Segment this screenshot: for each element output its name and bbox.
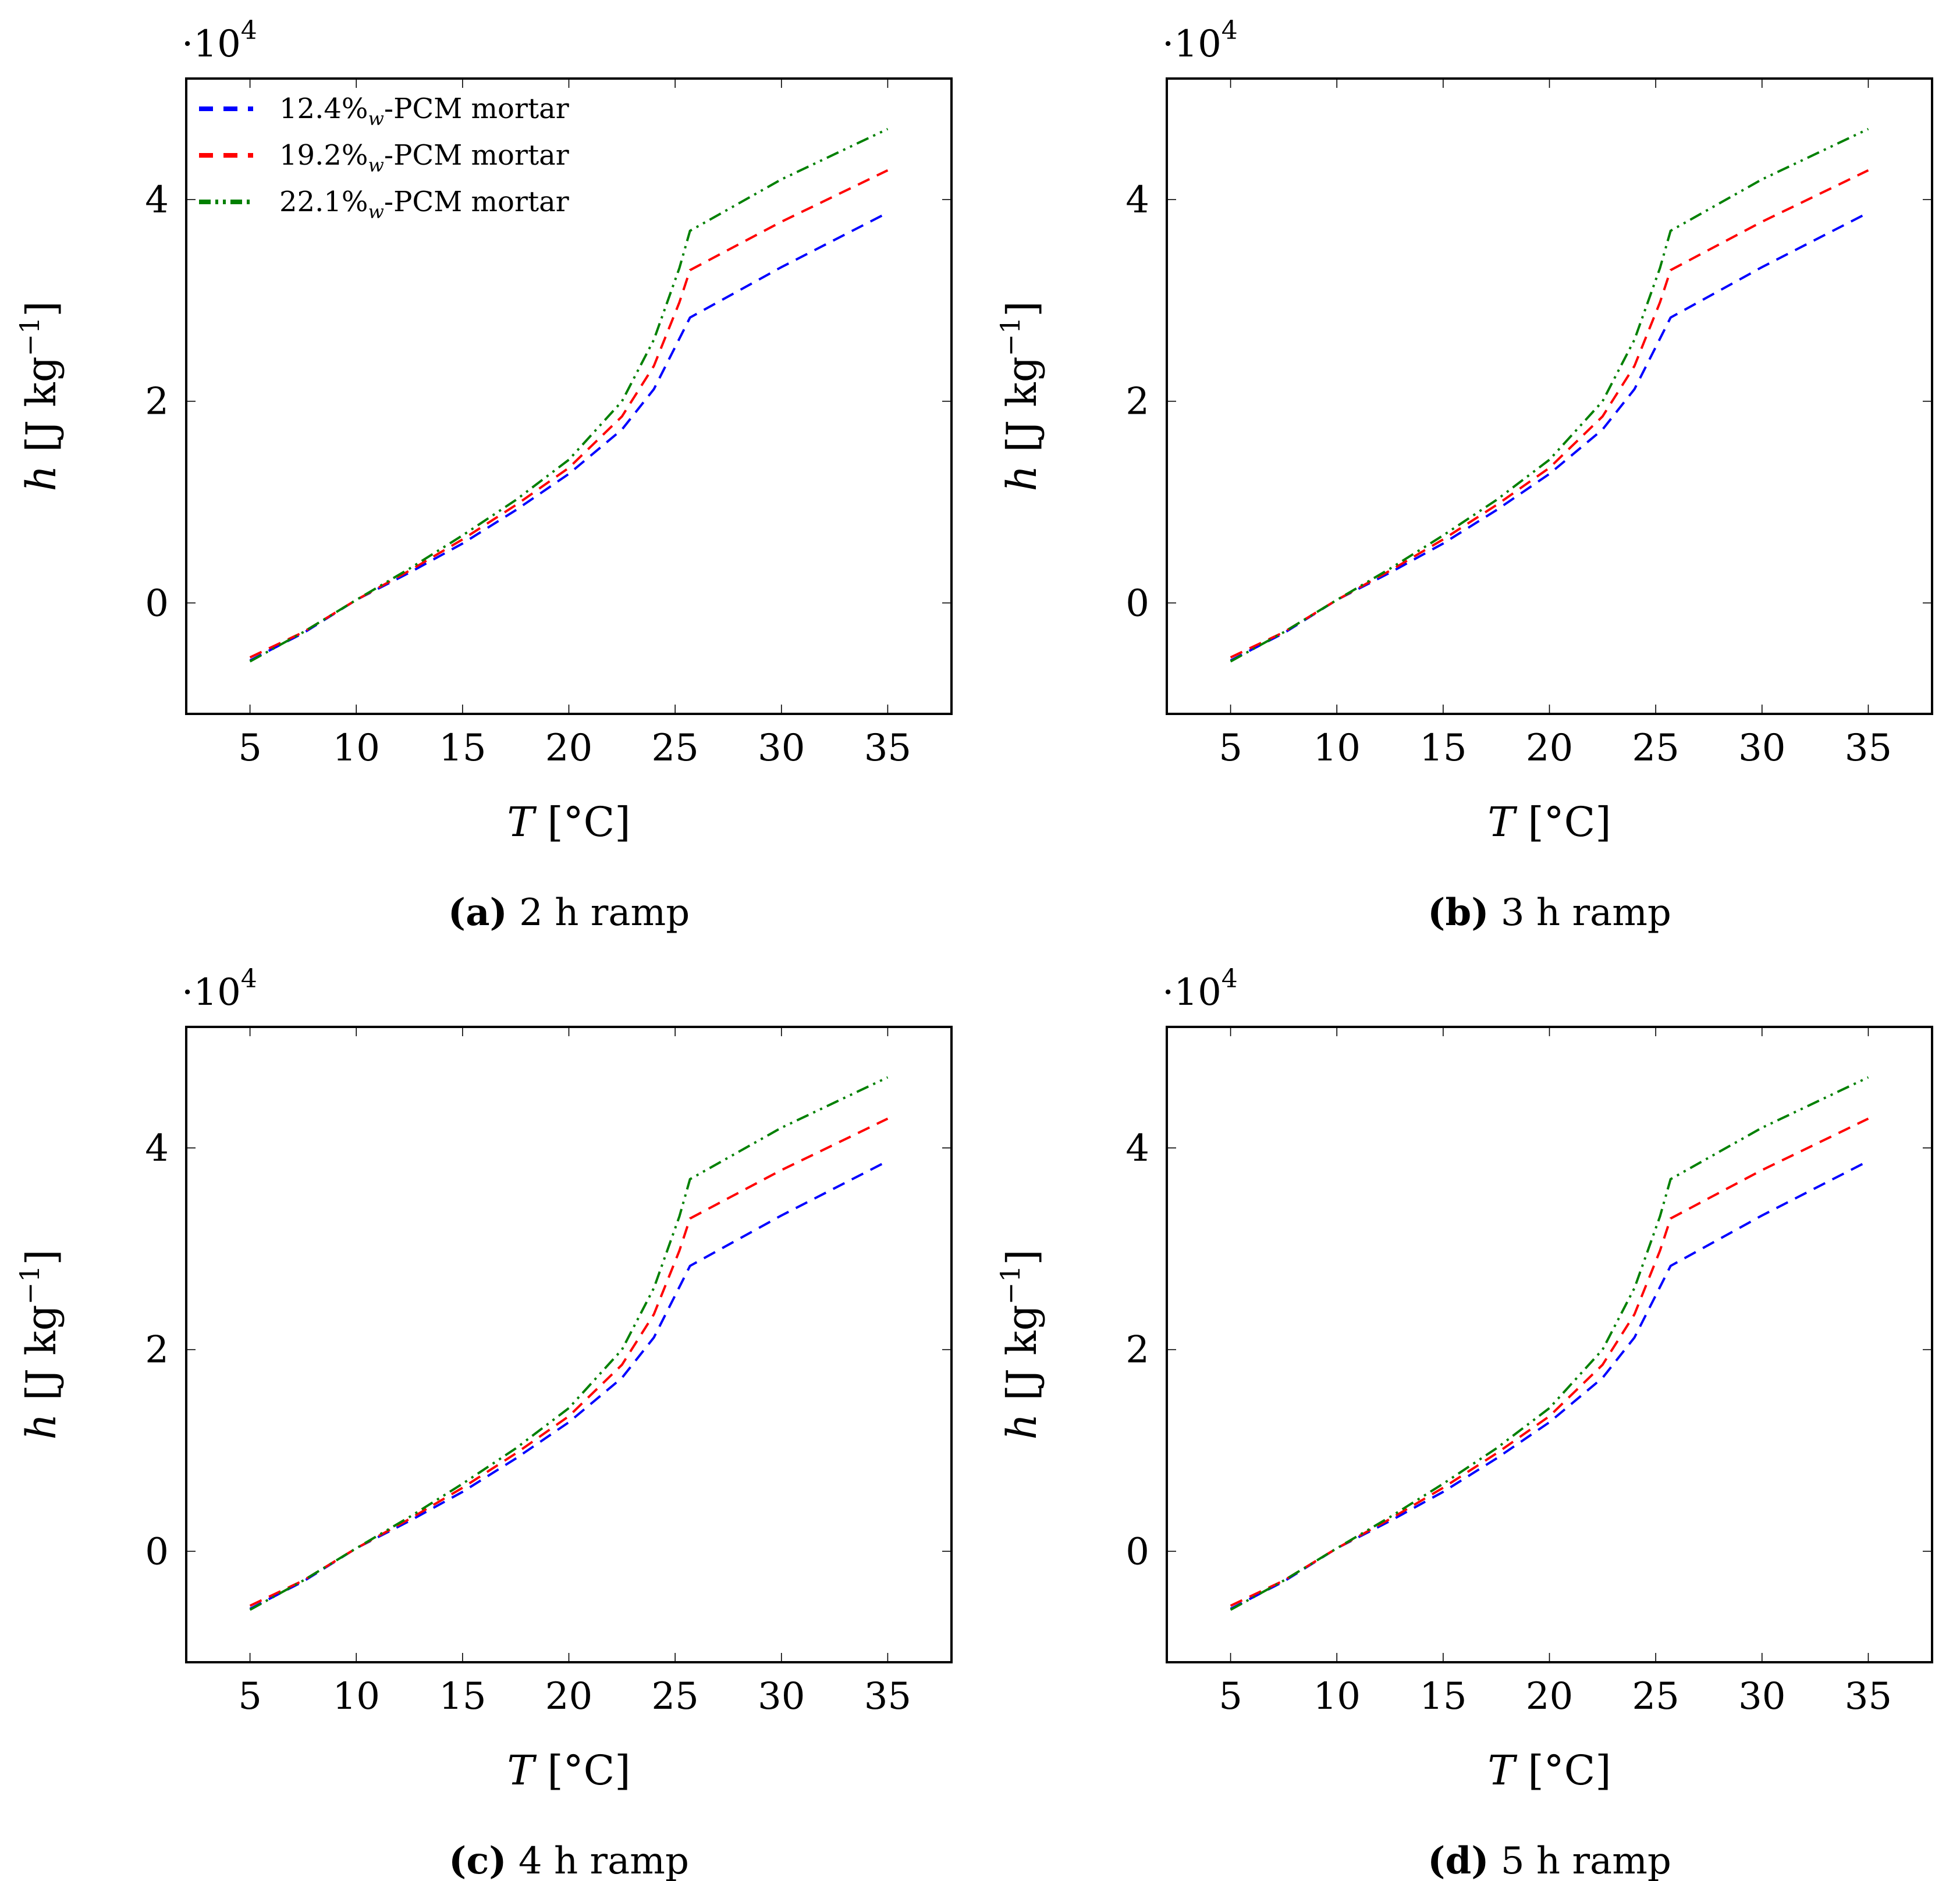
y-axis-title: h [J kg−1] — [14, 1249, 65, 1439]
y-multiplier: ·104 — [1162, 16, 1238, 66]
x-tick-label: 25 — [1632, 727, 1679, 770]
chart-panel-4: 5 10 15 20 25 30 35 0 2 4 ·104 h [J kg−1] T [°C] (d) … — [995, 964, 1932, 1881]
plot-frame — [1167, 79, 1932, 714]
x-tick-label: 5 — [1219, 1675, 1242, 1718]
y-tick-label: 4 — [1125, 179, 1149, 222]
legend-label-3: 22.1%w-PCM mortar — [279, 186, 569, 223]
x-tick-label: 20 — [1526, 1675, 1573, 1718]
series-line-2 — [250, 1119, 888, 1606]
panel-caption: (a) 2 h ramp — [448, 891, 690, 934]
x-tick-label: 35 — [864, 1675, 911, 1718]
x-tick-label: 20 — [545, 727, 592, 770]
x-tick-label: 25 — [651, 1675, 698, 1718]
y-tick-label: 2 — [1125, 381, 1149, 424]
y-tick-label: 4 — [145, 1127, 169, 1170]
x-axis-title: T [°C] — [507, 798, 630, 846]
x-tick-label: 30 — [1738, 727, 1785, 770]
series-line-2 — [1231, 1119, 1869, 1606]
x-tick-label: 25 — [1632, 1675, 1679, 1718]
plot-frame — [186, 79, 951, 714]
chart-panel-2: 5 10 15 20 25 30 35 0 2 4 ·104 h [J kg−1] T [°C] (b) … — [995, 16, 1932, 934]
y-tick-label: 4 — [145, 179, 169, 222]
x-tick-label: 35 — [1845, 1675, 1892, 1718]
panel-caption: (b) 3 h ramp — [1428, 891, 1671, 934]
legend-label-1: 12.4%w-PCM mortar — [279, 93, 569, 130]
x-tick-label: 30 — [1738, 1675, 1785, 1718]
chart-panel-3: 5 10 15 20 25 30 35 0 2 4 ·104 h [J kg−1] T [°C] (c) … — [14, 964, 951, 1881]
y-tick-label: 2 — [145, 1329, 169, 1372]
figure-grid: 5 10 15 20 25 30 35024·104h [J kg−1]T [°C](a) … — [0, 0, 1960, 1881]
y-multiplier: ·104 — [182, 964, 257, 1014]
x-tick-label: 5 — [238, 727, 262, 770]
x-axis-title: T [°C] — [1487, 1747, 1611, 1794]
x-tick-label: 15 — [439, 727, 486, 770]
x-tick-label: 10 — [333, 727, 380, 770]
chart-panel-1: 5 10 15 20 25 30 35 0 2 4 ·104 h [J kg−1] T [°C] (a) … — [14, 16, 951, 934]
series-line-3 — [1231, 1078, 1869, 1610]
panel-caption: (c) 4 h ramp — [449, 1839, 689, 1881]
y-multiplier: ·104 — [182, 16, 257, 66]
x-axis-title: T [°C] — [1487, 798, 1611, 846]
x-tick-label: 20 — [1526, 727, 1573, 770]
y-multiplier: ·104 — [1162, 964, 1238, 1014]
x-tick-label: 5 — [1219, 727, 1242, 770]
series-line-3 — [250, 1078, 888, 1610]
y-axis-title: h [J kg−1] — [995, 301, 1046, 491]
x-tick-label: 5 — [238, 1675, 262, 1718]
series-line-3 — [1231, 129, 1869, 662]
x-tick-label: 25 — [651, 727, 698, 770]
x-tick-label: 15 — [1419, 727, 1467, 770]
y-tick-label: 0 — [145, 582, 169, 625]
legend-label-2: 19.2%w-PCM mortar — [279, 139, 569, 176]
plot-frame — [186, 1027, 951, 1662]
series-line-2 — [1231, 170, 1869, 657]
y-axis-title: h [J kg−1] — [995, 1249, 1046, 1439]
x-tick-label: 10 — [1313, 1675, 1361, 1718]
panel-caption: (d) 5 h ramp — [1428, 1839, 1671, 1881]
y-tick-label: 0 — [1125, 582, 1149, 625]
series-line-2 — [250, 170, 888, 657]
series-line-1 — [250, 1161, 888, 1609]
y-tick-label: 4 — [1125, 1127, 1149, 1170]
x-tick-label: 30 — [758, 727, 805, 770]
x-tick-label: 30 — [758, 1675, 805, 1718]
x-tick-label: 10 — [1313, 727, 1361, 770]
x-tick-label: 35 — [1845, 727, 1892, 770]
y-tick-label: 0 — [1125, 1530, 1149, 1573]
y-tick-label: 2 — [145, 381, 169, 424]
legend: 12.4%w-PCM mortar 19.2%w-PCM mortar 22.1%w… — [199, 93, 569, 223]
x-tick-label: 20 — [545, 1675, 592, 1718]
y-tick-label: 2 — [1125, 1329, 1149, 1372]
series-line-1 — [250, 213, 888, 661]
x-tick-label: 15 — [1419, 1675, 1467, 1718]
x-tick-label: 15 — [439, 1675, 486, 1718]
series-line-1 — [1231, 1161, 1869, 1609]
y-axis-title: h [J kg−1] — [14, 301, 65, 491]
x-tick-label: 35 — [864, 727, 911, 770]
series-line-1 — [1231, 213, 1869, 661]
x-axis-title: T [°C] — [507, 1747, 630, 1794]
y-tick-label: 0 — [145, 1530, 169, 1573]
plot-frame — [1167, 1027, 1932, 1662]
x-tick-label: 10 — [333, 1675, 380, 1718]
